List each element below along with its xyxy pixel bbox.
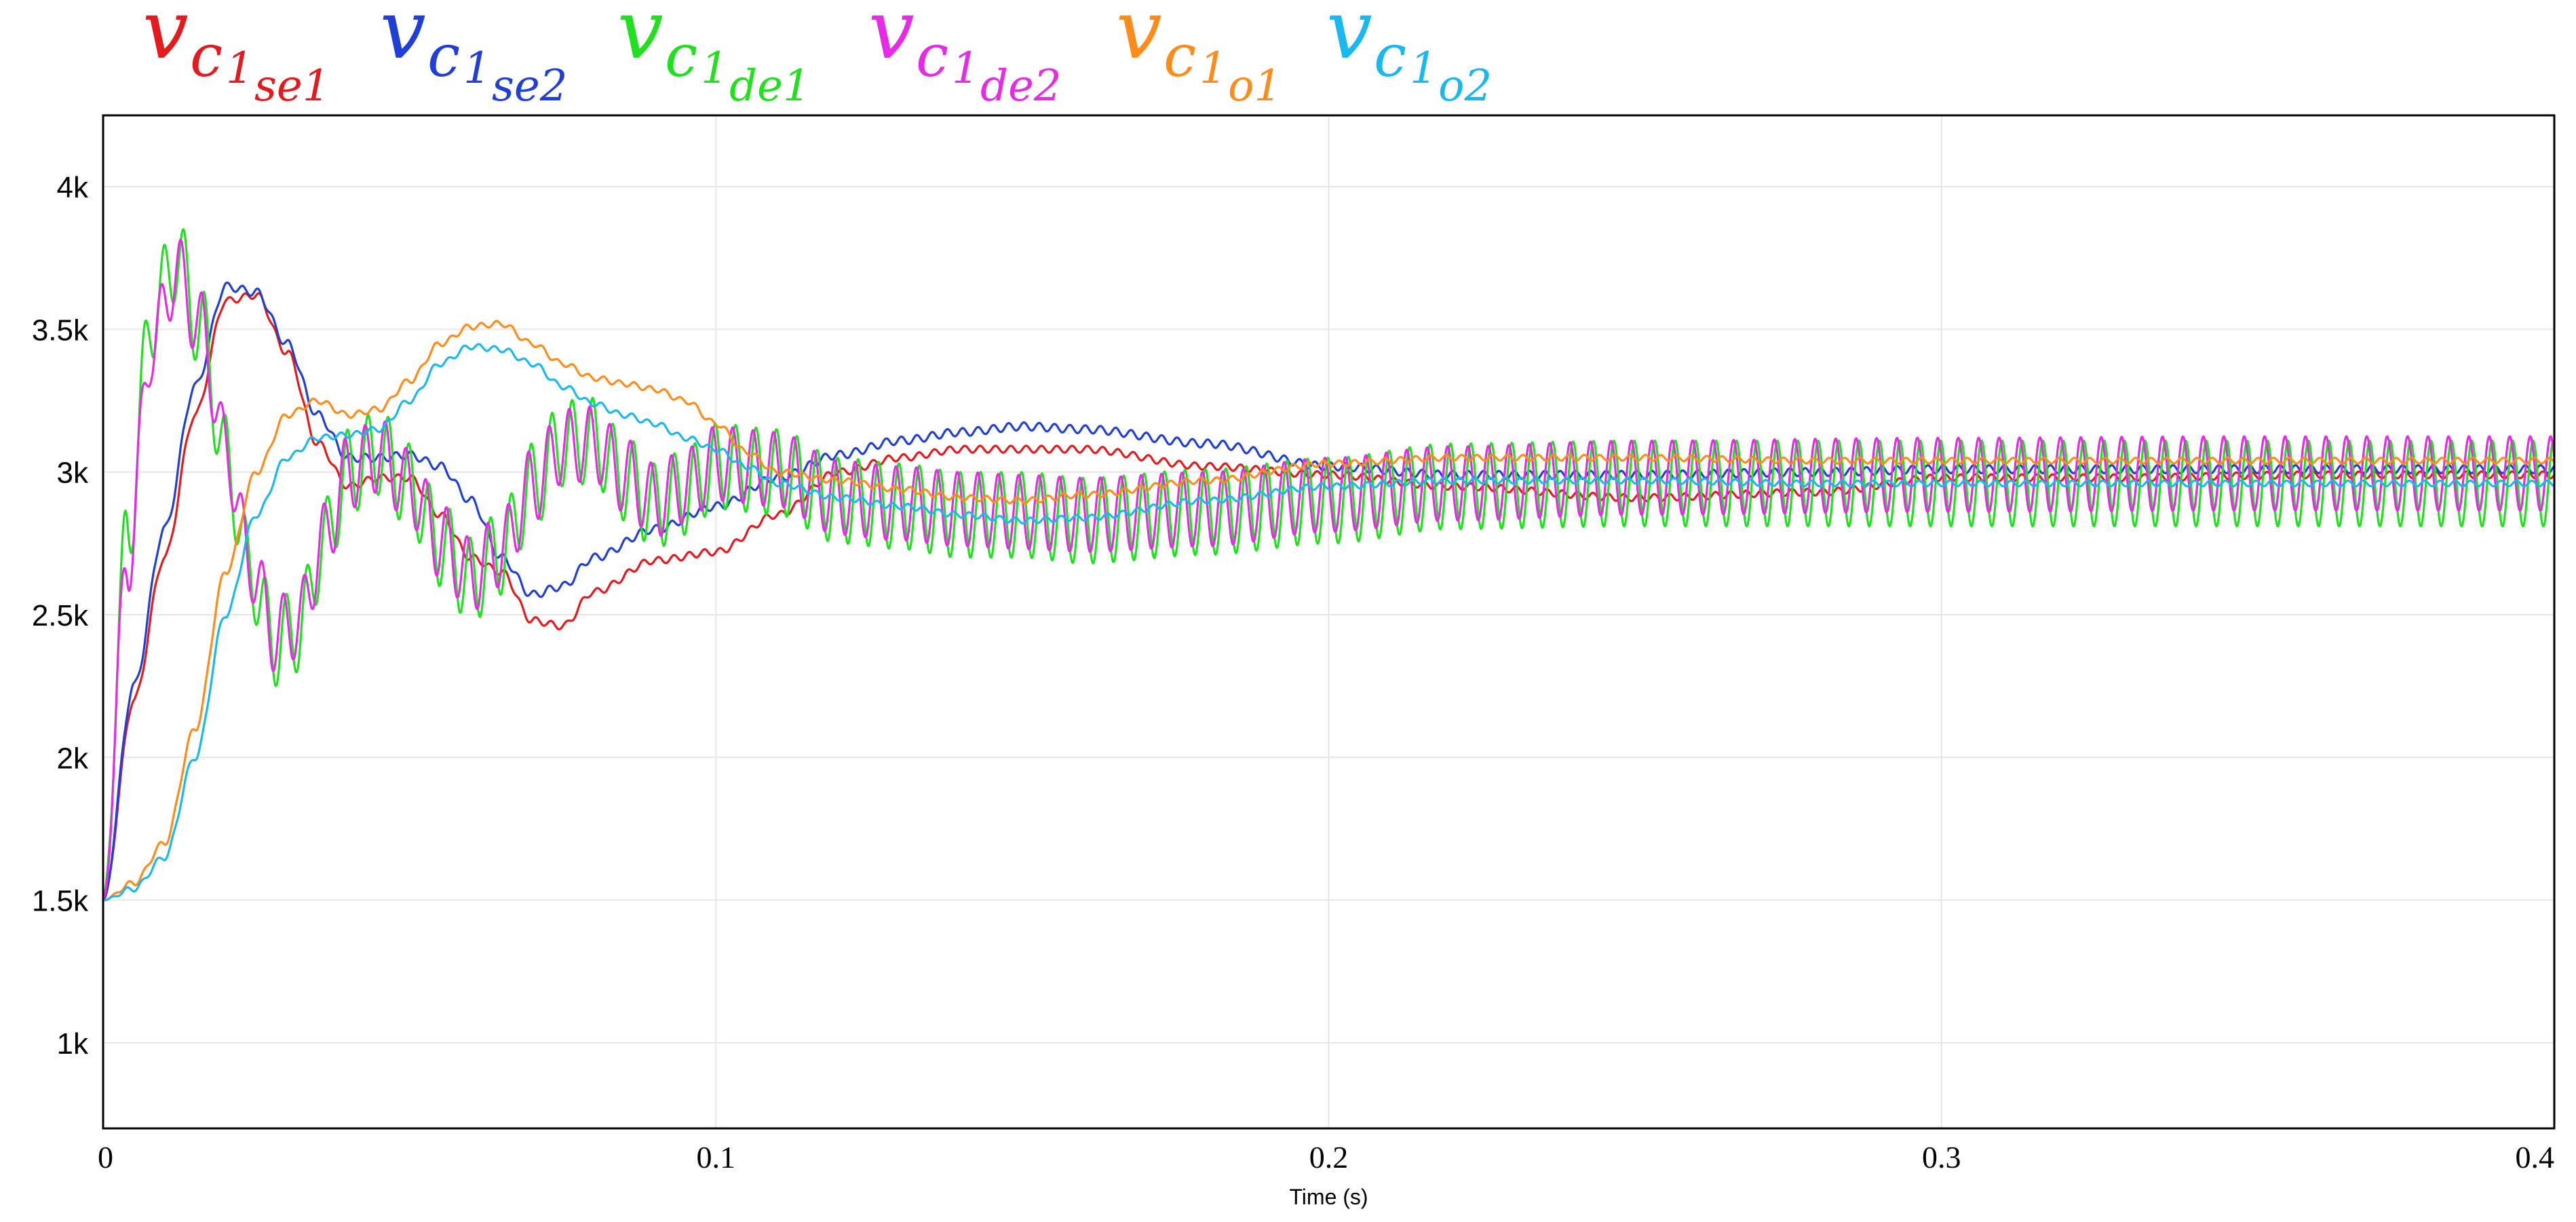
legend-tail: se2 — [492, 61, 567, 111]
legend-index: 1 — [701, 43, 729, 94]
y-tick-label-0: 1k — [57, 1027, 89, 1061]
legend-subscript: c — [916, 22, 948, 90]
y-tick-label-4: 3k — [57, 457, 89, 490]
x-axis-label: Time (s) — [1289, 1185, 1368, 1209]
legend-index: 1 — [463, 43, 491, 94]
x-tick-label-4: 0.4 — [2516, 1140, 2555, 1175]
legend-subscript: c — [427, 22, 460, 90]
x-tick-label-2: 0.2 — [1309, 1140, 1349, 1175]
legend-symbol: v — [1116, 0, 1162, 77]
x-tick-label-3: 0.3 — [1922, 1140, 1961, 1175]
legend-entry-v_c1se1: v c 1 se1 — [142, 0, 330, 111]
y-axis-ticks: 1k 1.5k 2k 2.5k 3k 3.5k 4k — [32, 171, 89, 1061]
series-line-v_c1de1 — [102, 228, 2556, 901]
y-tick-label-5: 3.5k — [32, 313, 89, 347]
legend-symbol: v — [617, 0, 664, 77]
series-line-v_c1o2 — [102, 343, 2555, 902]
series-group — [102, 228, 2556, 902]
legend-symbol: v — [142, 0, 189, 77]
legend-subscript: c — [1164, 22, 1196, 90]
legend-entry-v_c1se2: v c 1 se2 — [380, 0, 567, 111]
legend-entry-v_c1de2: v c 1 de2 — [868, 0, 1062, 111]
legend-symbol: v — [1326, 0, 1372, 77]
legend-symbol: v — [380, 0, 426, 77]
legend-tail: de2 — [980, 61, 1062, 111]
legend-entry-v_c1o1: v c 1 o1 — [1116, 0, 1282, 111]
legend-index: 1 — [952, 43, 980, 94]
legend-index: 1 — [1199, 43, 1227, 94]
x-axis-ticks: 0 0.1 0.2 0.3 0.4 — [98, 1140, 2554, 1175]
y-tick-label-1: 1.5k — [32, 885, 89, 918]
plot-frame — [102, 114, 2556, 1130]
legend-subscript: c — [190, 22, 223, 90]
legend-entry-v_c1o2: v c 1 o2 — [1326, 0, 1492, 111]
series-line-v_c1de2 — [102, 238, 2556, 901]
y-tick-label-3: 2.5k — [32, 599, 89, 632]
legend-symbol: v — [868, 0, 915, 77]
x-tick-label-1: 0.1 — [697, 1140, 736, 1175]
x-tick-label-0: 0 — [98, 1140, 113, 1175]
y-tick-label-6: 4k — [57, 171, 89, 204]
y-tick-label-2: 2k — [57, 742, 89, 775]
legend-entry-v_c1de1: v c 1 de1 — [617, 0, 811, 111]
legend-subscript: c — [1374, 22, 1406, 90]
legend-tail: de1 — [729, 61, 811, 111]
legend-tail: o1 — [1228, 61, 1282, 111]
series-line-v_c1o1 — [102, 320, 2556, 902]
legend-index: 1 — [226, 43, 254, 94]
legend-tail: se1 — [254, 61, 330, 111]
legend-subscript: c — [665, 22, 697, 90]
legend-tail: o2 — [1438, 61, 1492, 111]
legend-index: 1 — [1410, 43, 1438, 94]
